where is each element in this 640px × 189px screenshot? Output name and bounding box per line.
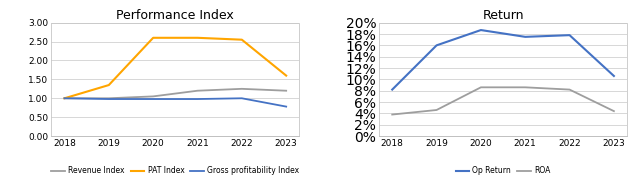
Title: Performance Index: Performance Index	[116, 9, 234, 22]
Legend: Revenue Index, PAT Index, Gross profitability Index: Revenue Index, PAT Index, Gross profitab…	[51, 166, 300, 175]
Title: Return: Return	[483, 9, 524, 22]
Legend: Op Return, ROA: Op Return, ROA	[456, 166, 550, 175]
